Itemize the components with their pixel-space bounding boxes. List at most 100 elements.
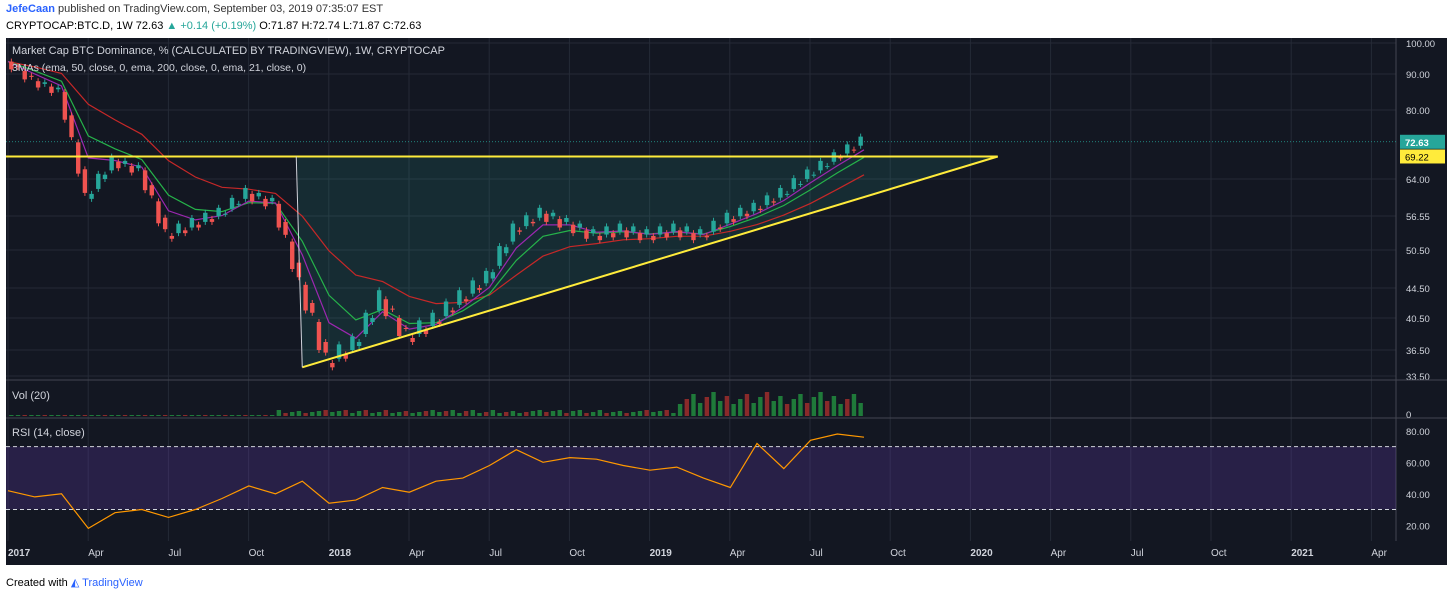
volume-bar — [423, 411, 429, 416]
volume-bar — [196, 415, 201, 416]
candle-body — [283, 221, 288, 235]
candle-body — [644, 229, 649, 235]
symbol-label: CRYPTOCAP:BTC.D, 1W — [6, 20, 133, 32]
volume-bar — [343, 410, 348, 416]
x-tick-label: Oct — [1211, 548, 1227, 559]
volume-bar — [229, 415, 235, 416]
published-text: published on TradingView.com, September … — [57, 3, 384, 15]
x-tick-label: 2019 — [650, 548, 673, 559]
candle-body — [35, 81, 41, 88]
volume-bar — [263, 415, 268, 416]
volume-bar — [811, 397, 817, 416]
volume-bar — [838, 404, 843, 416]
x-tick-label: Apr — [730, 548, 746, 559]
volume-bar — [617, 411, 623, 416]
volume-bar — [189, 415, 195, 416]
volume-bar — [169, 415, 175, 416]
volume-bar — [82, 415, 88, 416]
candle-body — [269, 197, 275, 202]
candle-body — [42, 82, 47, 84]
chart-frame[interactable]: 2017 Apr Jul Oct 2018 Apr Jul Oct 2019 Apr Jul Oct 2… — [6, 38, 1447, 565]
volume-tick-label: 0 — [1406, 410, 1411, 421]
x-tick-label: Jul — [489, 548, 502, 559]
candle-body — [791, 178, 796, 189]
volume-bar — [136, 415, 141, 416]
volume-bar — [437, 412, 442, 416]
volume-bar — [183, 415, 188, 416]
candle-body — [183, 230, 188, 234]
price-tick-label: 80.00 — [1406, 106, 1430, 117]
volume-bar — [530, 411, 536, 416]
x-tick-label: Apr — [1371, 548, 1387, 559]
volume-bar — [651, 412, 656, 416]
ema50-line — [7, 61, 865, 325]
candle-body — [203, 212, 208, 222]
volume-bar — [611, 412, 616, 416]
candle-body — [169, 235, 175, 239]
candle-body — [149, 185, 154, 196]
candle-body — [517, 230, 522, 232]
last-price-tag — [1400, 134, 1445, 149]
publish-info: JefeCaan published on TradingView.com, S… — [6, 3, 383, 15]
candle-body — [370, 318, 375, 322]
volume-bar — [216, 415, 221, 416]
x-tick-label: Oct — [249, 548, 265, 559]
rsi-line — [7, 433, 865, 530]
candle-body — [116, 161, 121, 169]
tradingview-brand[interactable]: TradingView — [82, 577, 143, 589]
volume-bar — [570, 411, 576, 416]
last-price: 72.63 — [135, 20, 164, 32]
author-link[interactable]: JefeCaan — [6, 3, 55, 15]
candle-body — [437, 322, 442, 324]
chart-svg[interactable]: 2017 Apr Jul Oct 2018 Apr Jul Oct 2019 Apr Jul Oct 2… — [6, 38, 1447, 565]
volume-bar — [664, 410, 669, 416]
volume-bar — [96, 415, 101, 416]
candle-body — [162, 217, 168, 230]
volume-bar — [657, 411, 663, 416]
price-tick-label: 56.55 — [1406, 212, 1430, 223]
volume-bar — [497, 413, 502, 416]
candle-body — [356, 342, 362, 346]
candle-body — [704, 235, 710, 238]
volume-bar — [363, 410, 368, 416]
volume-bar — [490, 410, 496, 416]
last-price-tag-label: 72.63 — [1405, 138, 1429, 149]
level-tag-label: 69.22 — [1405, 152, 1429, 163]
candle-body — [256, 192, 261, 197]
price-tick-label: 100.00 — [1406, 39, 1435, 50]
candle-body — [604, 226, 609, 235]
candle-body — [510, 223, 516, 242]
volume-bar — [417, 412, 422, 416]
volume-bar — [818, 392, 823, 416]
volume-bar — [691, 394, 696, 416]
volume-bar — [290, 412, 295, 416]
price-tick-label: 50.50 — [1406, 246, 1430, 257]
volume-bar — [845, 399, 850, 416]
candle-body — [383, 299, 389, 317]
candle-body — [664, 233, 669, 238]
candle-body — [624, 230, 629, 238]
candle-body — [631, 226, 636, 232]
volume-bar — [316, 411, 322, 416]
candle-body — [564, 217, 569, 222]
x-tick-label: Jul — [810, 548, 823, 559]
volume-bar — [751, 403, 756, 416]
candle-body — [336, 344, 342, 359]
volume-bar — [584, 413, 589, 416]
candle-body — [209, 219, 215, 222]
volume-bar — [677, 404, 683, 416]
candle-body — [15, 66, 21, 68]
candle-body — [136, 165, 141, 169]
volume-bar — [350, 413, 355, 416]
candle-body — [390, 308, 395, 310]
volume-bar — [851, 394, 857, 416]
candle-body — [477, 288, 482, 290]
ascending-trendline — [301, 155, 999, 369]
candle-body — [744, 213, 750, 217]
candle-body — [249, 193, 255, 202]
volume-bar — [637, 411, 643, 416]
candle-body — [490, 272, 496, 279]
volume-bar — [684, 399, 689, 416]
candle-body — [838, 157, 843, 159]
volume-bar — [296, 411, 302, 416]
